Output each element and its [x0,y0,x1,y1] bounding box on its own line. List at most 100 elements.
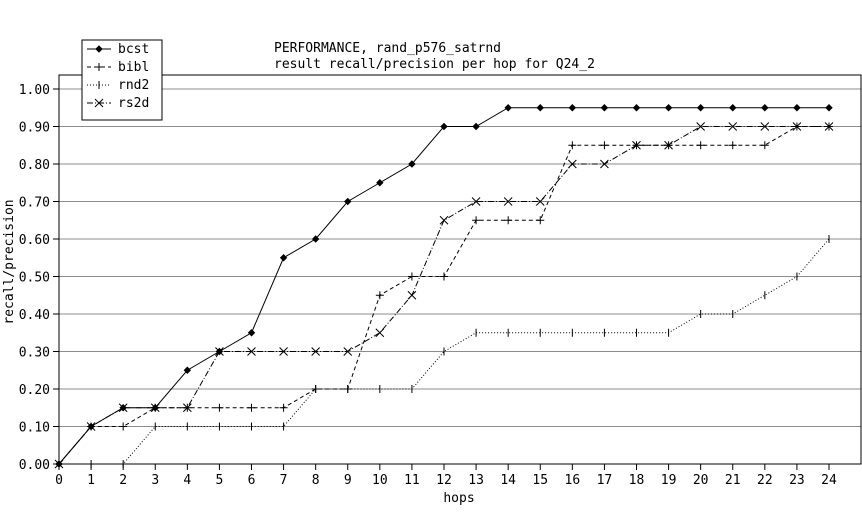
point-rs2d [439,215,449,225]
point-bcst [825,104,833,112]
series-line-rs2d [58,126,829,465]
y-axis-label: recall/precision [2,199,17,324]
point-bcst [761,104,769,112]
point-rs2d [150,403,160,413]
point-rs2d [503,197,513,206]
point-bibl [536,216,545,225]
point-bcst [344,197,352,206]
point-rs2d [54,459,64,469]
y-tick-label: 0.70 [19,196,50,211]
point-rs2d [664,140,673,150]
x-tick-label: 15 [532,473,548,488]
point-rs2d [792,122,802,131]
point-rs2d [182,403,192,413]
y-tick-label: 0.20 [19,383,50,398]
y-tick-label: 0.50 [19,271,50,286]
series-line-bcst [58,107,829,465]
x-tick-label: 6 [248,473,256,488]
point-rs2d [343,347,353,356]
point-rs2d [567,159,577,169]
point-bcst [793,104,801,112]
point-rs2d [215,347,224,356]
chart-subtitle: result recall/precision per hop for Q24_… [274,57,595,72]
x-tick-label: 18 [629,473,645,488]
legend-label-bcst: bcst [118,42,149,57]
point-rs2d [375,328,385,338]
point-rs2d [471,197,481,206]
x-tick-label: 22 [757,473,773,488]
point-rs2d [728,122,738,131]
point-rs2d [535,197,545,206]
x-tick-label: 24 [821,473,837,488]
point-bcst [472,122,480,131]
point-bibl [215,403,224,412]
point-bibl [472,216,481,225]
point-bcst [376,179,384,187]
x-tick-label: 16 [565,473,581,488]
y-tick-label: 0.00 [19,458,50,473]
y-tick-label: 0.10 [19,421,50,436]
x-axis-label: hops [443,491,474,506]
chart-title: PERFORMANCE, rand_p576_satrnd [274,41,501,56]
point-bcst [279,254,288,262]
grid [59,88,861,427]
point-bibl [407,272,416,281]
point-bibl [504,216,513,225]
point-rs2d [247,347,256,356]
point-bcst [183,366,192,374]
point-rs2d [600,159,609,169]
point-bibl [600,141,609,150]
y-tick-label: 0.80 [19,158,50,173]
point-rs2d [311,347,321,356]
x-tick-label: 9 [344,473,352,488]
point-bcst [632,104,641,112]
x-tick-label: 20 [693,473,709,488]
plot-frame [58,74,862,465]
point-bibl [247,403,256,412]
point-bcst [408,160,416,168]
point-rs2d [760,122,770,131]
point-bcst [504,104,512,112]
point-rs2d [632,140,641,150]
y-tick-label: 0.30 [19,346,50,361]
x-tick-label: 3 [151,473,159,488]
x-tick-label: 10 [372,473,388,488]
point-rs2d [86,422,96,431]
point-bcst [696,104,705,112]
x-tick-label: 21 [725,473,741,488]
point-bcst [729,104,737,112]
x-tick-label: 7 [280,473,288,488]
y-tick-label: 1.00 [19,83,50,98]
x-tick-label: 8 [312,473,320,488]
point-bibl [696,141,705,150]
series-lines [58,107,830,465]
x-tick-label: 11 [404,473,420,488]
point-rs2d [118,403,128,413]
series-line-bibl [58,126,829,465]
point-bcst [568,104,577,112]
y-axis: 0.00 0.10 0.20 0.30 0.40 0.50 0.60 0.70 0.80 0.90… [19,83,59,473]
legend-marker-bibl [95,63,103,71]
point-rs2d [824,122,834,131]
point-bcst [664,104,673,112]
point-bibl [119,422,128,431]
x-tick-label: 1 [87,473,95,488]
x-tick-label: 4 [183,473,191,488]
point-bcst [247,329,256,337]
x-tick-label: 14 [500,473,516,488]
x-tick-label: 5 [216,473,224,488]
point-bibl [279,403,288,412]
x-tick-label: 17 [597,473,613,488]
point-bibl [760,141,769,150]
x-tick-label: 19 [661,473,677,488]
x-tick-label: 12 [436,473,452,488]
point-rs2d [696,122,706,131]
legend: bcst bibl rnd2 rs2d [81,39,163,121]
x-axis: 0 1 2 3 4 5 6 7 8 9 10 11 12 13 14 15 16 17 18 19 20 21 22 23 24 [55,464,837,488]
series-markers [54,104,834,469]
legend-label-rs2d: rs2d [118,96,149,111]
legend-label-rnd2: rnd2 [118,78,149,93]
legend-marker-bcst [95,45,103,53]
x-tick-label: 13 [468,473,484,488]
